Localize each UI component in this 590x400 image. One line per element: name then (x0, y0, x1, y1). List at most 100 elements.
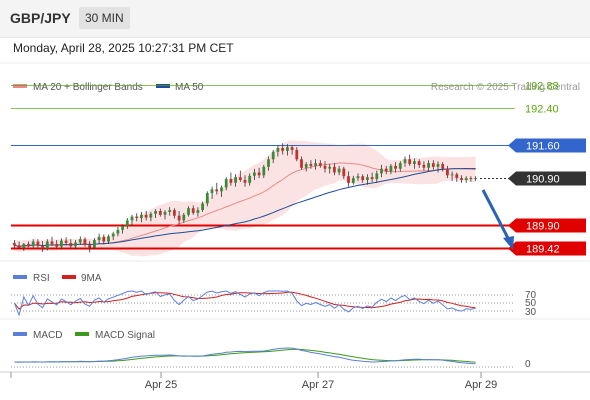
candle (474, 176, 477, 181)
candle (69, 239, 73, 249)
x-label-apr27: Apr 27 (302, 379, 334, 391)
candle (318, 160, 322, 168)
candle (257, 167, 261, 179)
candle (304, 162, 308, 172)
candle (356, 173, 360, 181)
candle (361, 174, 365, 183)
candle (196, 207, 200, 217)
candle (469, 176, 473, 182)
candle (370, 172, 374, 182)
candle (309, 160, 313, 169)
candle (464, 176, 468, 183)
candle (337, 165, 341, 176)
chart-header: GBP/JPY 30 MIN (0, 0, 590, 38)
candle (31, 239, 35, 249)
copyright-credit: Research © 2025 Trading Central (431, 82, 580, 93)
candle (168, 207, 172, 216)
candle (351, 175, 355, 185)
candle (135, 213, 139, 222)
candle (375, 170, 379, 183)
macd-line (14, 347, 476, 365)
candlestick-layer (12, 143, 477, 253)
price-level-support: 189.42 (11, 241, 586, 256)
price-level-target: 192.40 (11, 104, 559, 116)
candle (267, 156, 270, 171)
candle (234, 174, 237, 187)
rsi-level-30: 30 (525, 307, 537, 318)
ma50-line (14, 167, 476, 248)
macd-legend-swatch (13, 332, 27, 336)
candle (436, 161, 440, 173)
forecast-arrow-icon (481, 189, 514, 250)
candle (314, 159, 317, 170)
candle (60, 238, 63, 250)
candle (384, 165, 388, 175)
candle (74, 240, 77, 250)
candle (205, 191, 209, 207)
candle (281, 143, 284, 155)
candle (182, 212, 186, 223)
candle (50, 236, 54, 246)
candle (97, 233, 101, 244)
x-label-apr29: Apr 29 (465, 379, 497, 391)
candle (253, 168, 256, 180)
candle (107, 234, 110, 244)
candle (427, 160, 430, 172)
candle (93, 238, 96, 250)
candle (116, 227, 120, 237)
candle (300, 156, 303, 170)
candle (55, 240, 59, 249)
candle (187, 206, 190, 217)
candle (238, 170, 242, 182)
rsi-line (13, 290, 476, 317)
candle (398, 161, 402, 172)
candle (431, 160, 435, 170)
candle (210, 186, 214, 199)
candle (347, 171, 350, 187)
candle (102, 234, 106, 245)
candle (295, 147, 299, 162)
candle (22, 243, 26, 251)
candle (130, 214, 134, 226)
rsi-ma-legend-label: 9MA (81, 273, 102, 284)
candle (460, 175, 463, 183)
macd-signal-legend-swatch (75, 332, 89, 336)
ma50-legend-label: MA 50 (175, 82, 204, 93)
candle (243, 175, 247, 187)
level-label: 189.90 (526, 221, 560, 233)
bollinger-band (14, 140, 476, 257)
candle (408, 154, 412, 166)
candle (78, 236, 82, 245)
candle (413, 158, 416, 169)
candle (286, 144, 289, 156)
rsi-legend-swatch (13, 275, 27, 279)
timeframe-badge[interactable]: 30 MIN (79, 7, 130, 29)
rsi-level-50: 50 (525, 298, 537, 309)
price-level-layer: 192.88 192.40 191.60 190.90 189.90 189.42 (11, 81, 586, 256)
candle (455, 172, 459, 182)
x-label-apr25: Apr 25 (145, 379, 177, 391)
candle (229, 172, 233, 186)
level-label: 189.42 (526, 244, 560, 256)
candle (403, 156, 407, 167)
moving-average-layer (14, 162, 476, 248)
candle (394, 162, 397, 173)
candle (36, 239, 40, 249)
ma20-legend-label: MA 20 + Bollinger Bands (33, 82, 143, 93)
currency-pair-title: GBP/JPY (10, 10, 71, 26)
candle (417, 159, 421, 168)
rsi-legend-label: RSI (33, 273, 50, 284)
candle (248, 173, 252, 186)
candle (158, 208, 162, 217)
candle (441, 162, 445, 172)
candle (125, 218, 129, 229)
candle (201, 201, 204, 212)
candle (262, 164, 266, 179)
price-level-support: 189.90 (11, 218, 586, 233)
candle (41, 241, 44, 252)
candle (215, 182, 219, 195)
candle (140, 211, 143, 223)
candle (45, 239, 49, 251)
rsi-level-70: 70 (525, 290, 537, 301)
